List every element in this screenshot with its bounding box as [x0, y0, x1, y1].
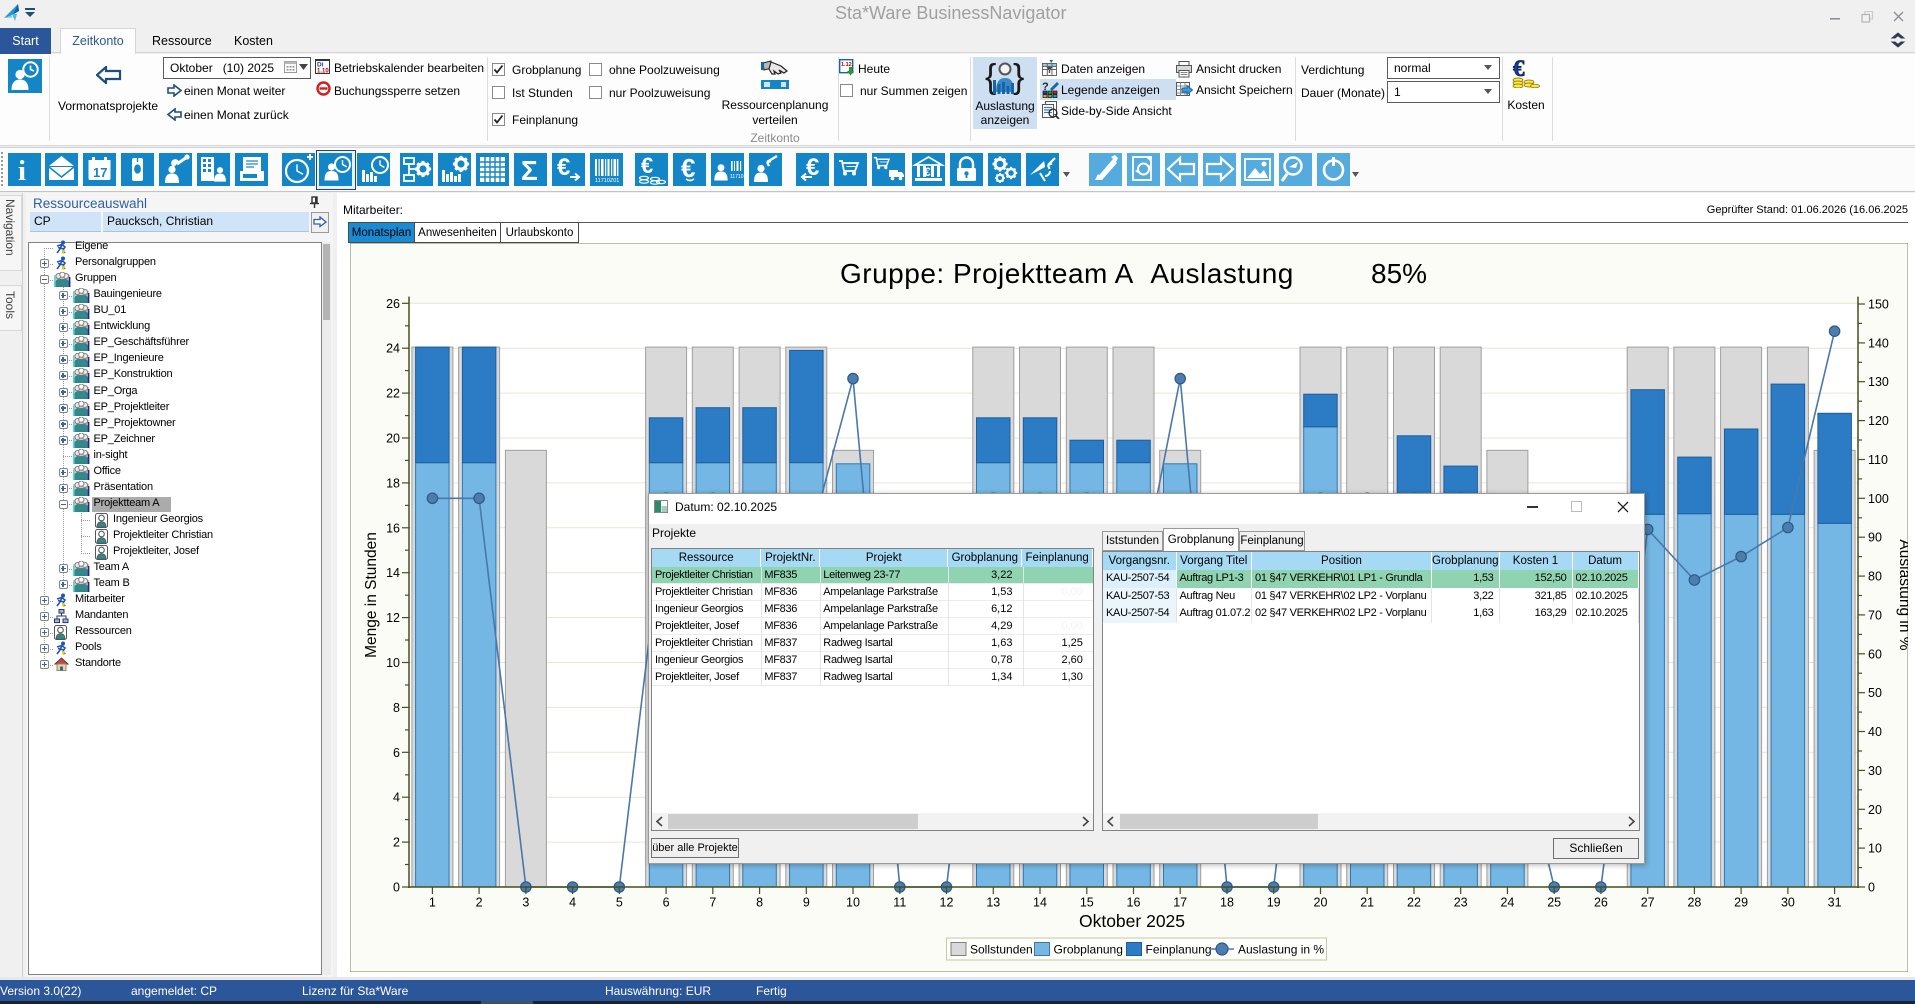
svg-text:€: €: [681, 153, 695, 183]
svg-text:6: 6: [393, 746, 400, 760]
svg-text:30: 30: [1868, 764, 1882, 778]
svg-text:18: 18: [1220, 896, 1234, 910]
svg-text:€: €: [924, 165, 931, 179]
svg-text:10: 10: [386, 656, 400, 670]
svg-text:50: 50: [1868, 686, 1882, 700]
svg-text:17: 17: [93, 165, 107, 180]
svg-text:€: €: [1513, 56, 1525, 81]
svg-text:1: 1: [429, 896, 436, 910]
svg-text:26: 26: [386, 297, 400, 311]
svg-text:28: 28: [1687, 896, 1701, 910]
svg-text:Grobplanung: Grobplanung: [1054, 943, 1123, 957]
svg-text:27: 27: [1641, 896, 1655, 910]
svg-text:12: 12: [386, 611, 400, 625]
svg-text:40: 40: [1868, 725, 1882, 739]
svg-text:17: 17: [1173, 896, 1187, 910]
svg-text:2: 2: [476, 896, 483, 910]
svg-text:1.10: 1.10: [317, 69, 329, 75]
svg-text:70: 70: [1868, 608, 1882, 622]
svg-text:21: 21: [1360, 896, 1374, 910]
svg-text:120: 120: [1868, 414, 1889, 428]
svg-text:9: 9: [803, 896, 810, 910]
svg-text:30: 30: [1781, 896, 1795, 910]
svg-text:90: 90: [1868, 531, 1882, 545]
svg-text:15: 15: [1080, 896, 1094, 910]
svg-text:0: 0: [393, 881, 400, 895]
svg-text:Oktober 2025: Oktober 2025: [1079, 911, 1185, 931]
svg-text:11710: 11710: [730, 174, 744, 180]
svg-text:24: 24: [386, 342, 400, 356]
svg-text:11710Z01: 11710Z01: [595, 178, 619, 184]
svg-text:20: 20: [1868, 803, 1882, 817]
svg-text:16: 16: [386, 521, 400, 535]
svg-text:26: 26: [1594, 896, 1608, 910]
svg-text:4: 4: [569, 896, 576, 910]
svg-text:80: 80: [1868, 570, 1882, 584]
svg-text:€: €: [557, 154, 570, 181]
svg-text:0: 0: [1868, 881, 1875, 895]
svg-text:10: 10: [846, 896, 860, 910]
svg-text:5: 5: [616, 896, 623, 910]
svg-text:Auslastung in %: Auslastung in %: [1896, 539, 1908, 650]
svg-text:Gruppe: Projektteam A Auslast: Gruppe: Projektteam A Auslastung: [840, 258, 1294, 289]
svg-text:€: €: [806, 154, 819, 181]
svg-text:i: i: [18, 155, 26, 186]
svg-text:110: 110: [1868, 453, 1888, 467]
svg-text:7: 7: [709, 896, 716, 910]
svg-text:150: 150: [1868, 298, 1889, 312]
svg-text:Di: Di: [317, 62, 324, 69]
svg-text:1.12.: 1.12.: [841, 62, 854, 68]
svg-text:20: 20: [386, 432, 400, 446]
svg-text:20: 20: [1314, 896, 1328, 910]
svg-text:31: 31: [1828, 896, 1842, 910]
svg-text:8: 8: [393, 701, 400, 715]
svg-text:Σ: Σ: [521, 155, 538, 186]
svg-text:18: 18: [386, 476, 400, 490]
svg-text:{: {: [985, 58, 996, 96]
svg-text:€: €: [641, 153, 653, 178]
svg-text:Sollstunden: Sollstunden: [970, 943, 1033, 957]
svg-text:11: 11: [893, 896, 906, 910]
svg-text:22: 22: [1407, 896, 1421, 910]
svg-text:85%: 85%: [1371, 258, 1427, 289]
svg-text:29: 29: [1734, 896, 1748, 910]
svg-text:60: 60: [1868, 647, 1882, 661]
svg-text:?: ?: [1042, 81, 1049, 93]
svg-text:3: 3: [522, 896, 529, 910]
svg-text:24: 24: [1500, 896, 1514, 910]
svg-text:12: 12: [940, 896, 954, 910]
svg-text:4: 4: [393, 791, 400, 805]
svg-text:Menge in Stunden: Menge in Stunden: [363, 532, 380, 658]
svg-text:8: 8: [756, 896, 763, 910]
svg-text:16: 16: [1127, 896, 1141, 910]
svg-text:Auslastung in %: Auslastung in %: [1238, 943, 1324, 957]
svg-text:13: 13: [986, 896, 1000, 910]
svg-text:100: 100: [1868, 492, 1889, 506]
svg-text:19: 19: [1267, 896, 1281, 910]
svg-text:6: 6: [663, 896, 670, 910]
svg-text:23: 23: [1454, 896, 1468, 910]
svg-text:14: 14: [386, 566, 400, 580]
svg-text:14: 14: [1033, 896, 1047, 910]
svg-text:10: 10: [1868, 842, 1882, 856]
svg-text:Feinplanung: Feinplanung: [1146, 943, 1212, 957]
svg-text:}: }: [1013, 58, 1024, 96]
svg-text:130: 130: [1868, 375, 1889, 389]
svg-text:22: 22: [386, 387, 400, 401]
svg-text:140: 140: [1868, 336, 1889, 350]
svg-text:25: 25: [1547, 896, 1561, 910]
svg-text:2: 2: [393, 836, 400, 850]
